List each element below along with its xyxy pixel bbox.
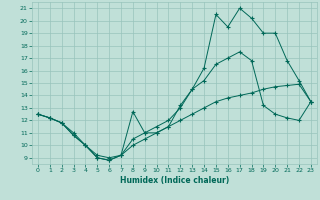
X-axis label: Humidex (Indice chaleur): Humidex (Indice chaleur) xyxy=(120,176,229,185)
